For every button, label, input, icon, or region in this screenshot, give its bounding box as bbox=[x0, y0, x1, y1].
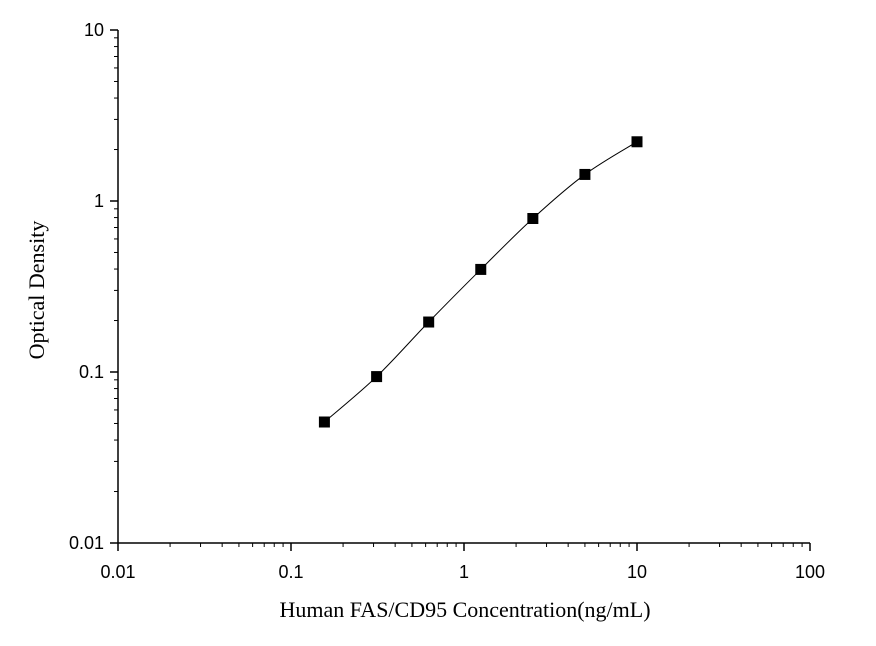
tick-labels: 0.01 0.1 1 10 100 0.01 0.1 1 10 bbox=[69, 20, 825, 582]
axis-ticks bbox=[110, 29, 811, 551]
data-point-square bbox=[527, 213, 539, 225]
y-tick-label: 1 bbox=[94, 191, 104, 211]
data-point-square bbox=[579, 168, 591, 180]
y-tick-label: 0.1 bbox=[79, 362, 104, 382]
data-point-square bbox=[318, 416, 330, 428]
x-tick-label: 1 bbox=[459, 562, 469, 582]
x-tick-label: 0.1 bbox=[278, 562, 303, 582]
y-axis-title: Optical Density bbox=[24, 221, 49, 360]
x-tick-label: 0.01 bbox=[100, 562, 135, 582]
x-tick-label: 100 bbox=[795, 562, 825, 582]
x-axis-title: Human FAS/CD95 Concentration(ng/mL) bbox=[279, 597, 650, 622]
data-point-square bbox=[631, 136, 643, 148]
data-points bbox=[318, 136, 643, 428]
data-point-square bbox=[423, 316, 435, 328]
y-tick-label: 10 bbox=[84, 20, 104, 40]
y-tick-label: 0.01 bbox=[69, 533, 104, 553]
data-point-square bbox=[475, 263, 487, 275]
data-point-square bbox=[371, 371, 383, 383]
x-tick-label: 10 bbox=[627, 562, 647, 582]
